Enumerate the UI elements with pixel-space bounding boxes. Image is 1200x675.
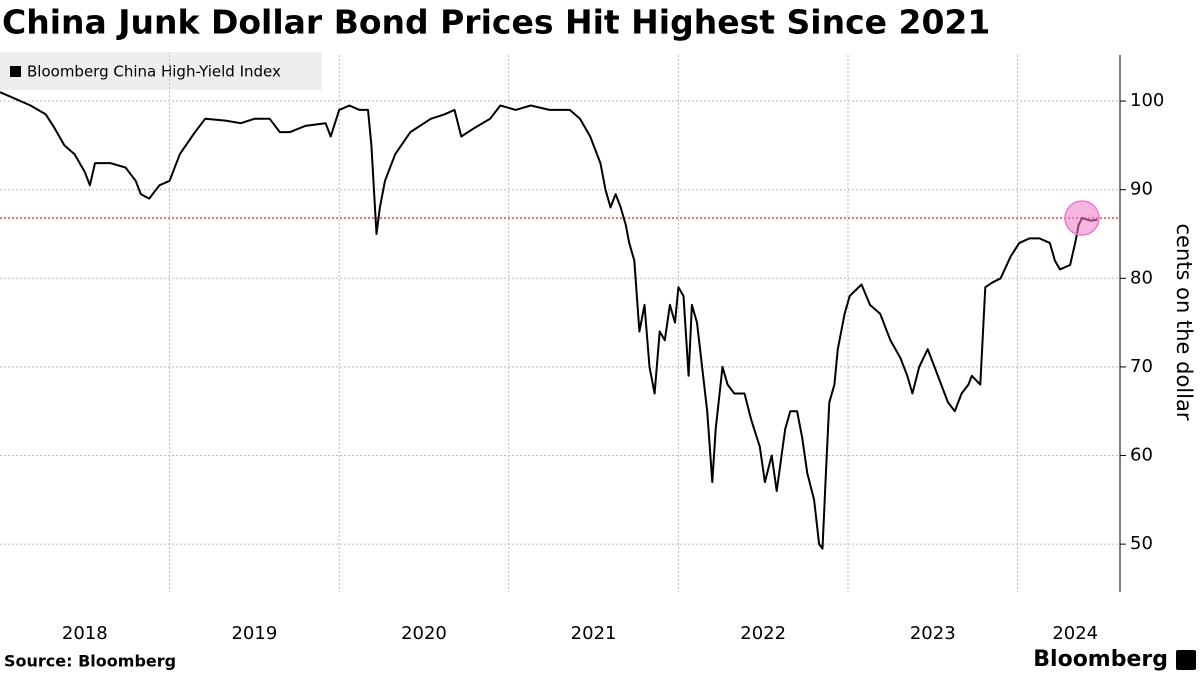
logo: Bloomberg xyxy=(1033,647,1168,672)
x-tick-label: 2023 xyxy=(910,623,956,644)
x-tick-label: 2018 xyxy=(62,623,108,644)
x-tick-label: 2021 xyxy=(571,623,617,644)
source: Source: Bloomberg xyxy=(4,652,176,671)
highlight-circle xyxy=(1064,200,1100,236)
y-tick-label: 50 xyxy=(1130,533,1153,554)
y-tick-label: 70 xyxy=(1130,356,1153,377)
logo-icon xyxy=(1176,650,1196,670)
y-tick-label: 100 xyxy=(1130,90,1164,111)
x-tick-label: 2019 xyxy=(231,623,277,644)
series-line xyxy=(0,91,1098,550)
chart-title: China Junk Dollar Bond Prices Hit Highes… xyxy=(2,3,990,42)
y-axis-label: cents on the dollar xyxy=(1172,224,1196,421)
x-tick-label: 2020 xyxy=(401,623,447,644)
y-tick-label: 60 xyxy=(1130,445,1153,466)
legend-swatch xyxy=(10,66,21,77)
x-tick-label: 2022 xyxy=(740,623,786,644)
y-tick-label: 90 xyxy=(1130,179,1153,200)
y-tick-label: 80 xyxy=(1130,267,1153,288)
legend-box xyxy=(0,52,322,90)
legend-label: Bloomberg China High-Yield Index xyxy=(27,63,281,81)
x-tick-label: 2024 xyxy=(1052,623,1098,644)
